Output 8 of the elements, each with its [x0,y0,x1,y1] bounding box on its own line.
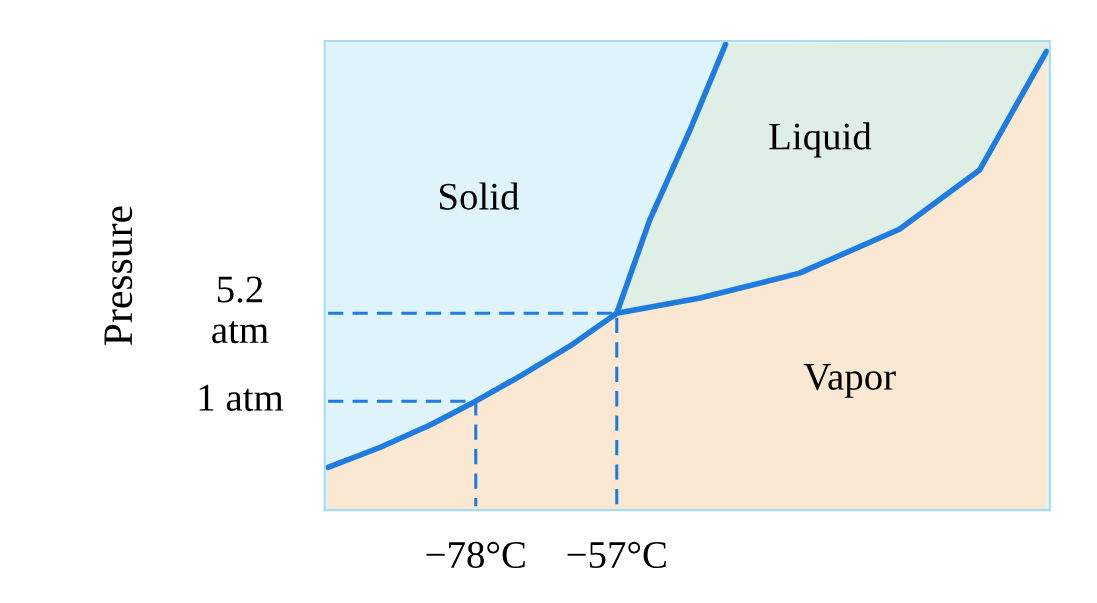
y-tick-label: 5.2 atm [212,276,269,344]
x-tick-label: −78°C [426,541,525,569]
y-tick-label: 1 atm [199,384,284,411]
annotation: Vapor [803,364,896,398]
x-tick-label: −57°C [567,541,666,569]
annotation: Solid [439,182,520,210]
annotation: Liquid [769,122,872,158]
y-axis-title: Pressure [104,206,133,345]
